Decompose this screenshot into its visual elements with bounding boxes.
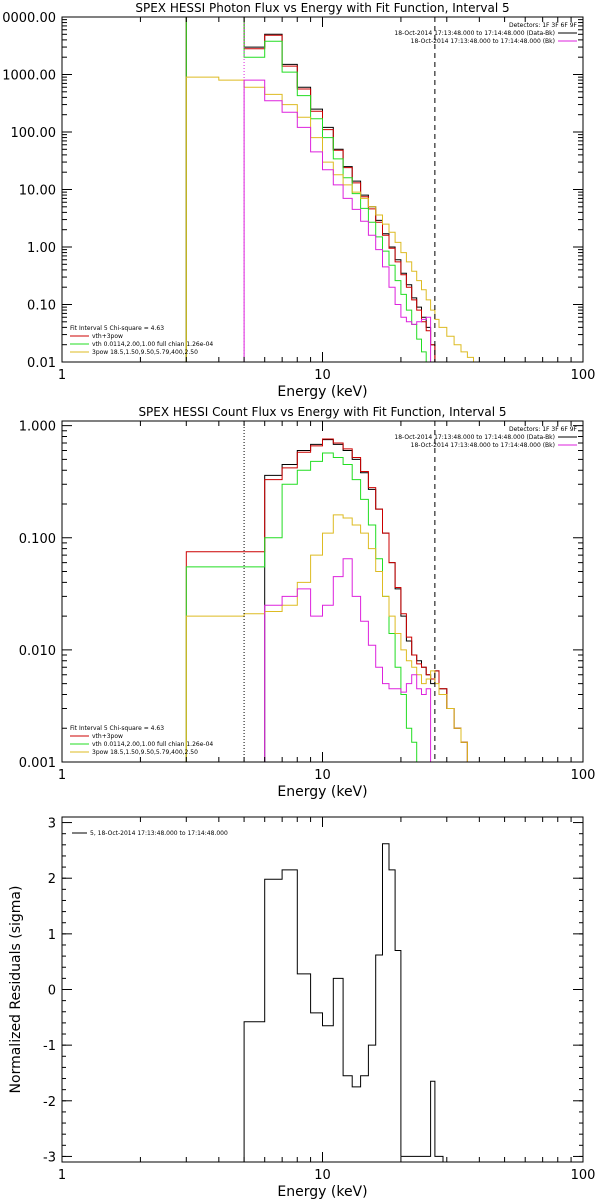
legend-bottom-left-text: vth+3pow — [92, 333, 123, 340]
legend-bottom-left-text: Fit Interval 5 Chi-square = 4.63 — [70, 325, 164, 332]
chart-title: SPEX HESSI Count Flux vs Energy with Fit… — [138, 405, 506, 419]
x-tick-label: 10 — [314, 368, 331, 383]
series-group — [185, 438, 485, 762]
x-tick-label: 100 — [571, 768, 596, 783]
y-tick-label: 1000.00 — [2, 69, 56, 84]
series-line-vth — [185, 17, 435, 362]
plot-frame — [61, 816, 584, 1163]
y-tick-label: 1 — [48, 928, 56, 943]
legend-bottom-left-text: Fit Interval 5 Chi-square = 4.63 — [70, 725, 164, 732]
x-tick-label: 10 — [314, 1168, 331, 1183]
series-line-residuals — [243, 843, 444, 1162]
y-tick-label: 0.010 — [19, 644, 56, 659]
y-tick-label: 1.000 — [19, 420, 56, 435]
y-tick-label: 3 — [48, 817, 56, 832]
x-tick-label: 10 — [314, 768, 331, 783]
y-tick-label: 0000.00 — [2, 11, 56, 26]
series-line-vth+3pow — [185, 17, 436, 362]
legend-top-right-text: 18-Oct-2014 17:13:48.000 to 17:14:48.000… — [411, 38, 555, 45]
y-tick-label: -2 — [43, 1095, 56, 1110]
y-tick-label: 0.100 — [19, 532, 56, 547]
chart-title: SPEX HESSI Photon Flux vs Energy with Fi… — [135, 1, 509, 15]
y-tick-label: -3 — [43, 1150, 56, 1165]
legend-top-right-text: 18-Oct-2014 17:13:48.000 to 17:14:48.000… — [411, 442, 555, 449]
y-tick-label: 0 — [48, 984, 56, 999]
legend-bottom-left-text: vth+3pow — [92, 733, 123, 740]
x-axis-label: Energy (keV) — [277, 1184, 367, 1200]
legend-bottom-left-text: vth 0.0114,2.00,1.00 full chian 1.26e-04 — [92, 741, 213, 748]
x-tick-label: 1 — [58, 368, 66, 383]
y-tick-label: 0.001 — [19, 756, 56, 771]
x-tick-label: 1 — [58, 1168, 66, 1183]
series-line-vth — [185, 452, 439, 762]
y-tick-label: 0.10 — [27, 299, 56, 314]
y-tick-label: -1 — [43, 1039, 56, 1054]
y-axis-label: Normalized Residuals (sigma) — [8, 886, 24, 1094]
y-tick-label: 1.00 — [27, 241, 56, 256]
legend-top-right-text: 18-Oct-2014 17:13:48.000 to 17:14:48.000… — [394, 30, 555, 37]
legend-top-right-text: 18-Oct-2014 17:13:48.000 to 17:14:48.000… — [394, 434, 555, 441]
legend-bottom-left-text: vth 0.0114,2.00,1.00 full chian 1.26e-04 — [92, 341, 213, 348]
series-group — [243, 843, 444, 1162]
x-tick-label: 100 — [571, 1168, 596, 1183]
series-line-bk-magenta — [243, 79, 435, 362]
series-group — [185, 17, 485, 362]
series-line-3pow — [185, 514, 485, 762]
legend-bottom-left-text: 3pow 18.5,1.50,9.50,5.79,400,2.50 — [92, 749, 198, 756]
series-line-3pow — [185, 76, 485, 362]
x-axis-label: Energy (keV) — [277, 384, 367, 400]
y-tick-label: 0.01 — [27, 356, 56, 371]
x-tick-label: 100 — [571, 368, 596, 383]
y-tick-label: 100.00 — [11, 126, 57, 141]
legend-top-left-text: 5, 18-Oct-2014 17:13:48.000 to 17:14:48.… — [90, 830, 228, 837]
count-flux-panel: SPEX HESSI Count Flux vs Energy with Fit… — [19, 405, 596, 800]
photon-flux-panel: SPEX HESSI Photon Flux vs Energy with Fi… — [2, 1, 595, 400]
y-tick-label: 2 — [48, 872, 56, 887]
x-axis-label: Energy (keV) — [277, 784, 367, 800]
series-line-Bk — [264, 558, 435, 762]
y-tick-label: 10.00 — [19, 184, 56, 199]
series-line-vth+3pow — [185, 438, 485, 762]
x-tick-label: 1 — [58, 768, 66, 783]
plot-frame — [61, 420, 584, 763]
series-line-Data-Bk — [186, 439, 485, 762]
legend-top-right-text: Detectors: 1F 3F 6F 9F — [509, 22, 578, 29]
legend-bottom-left-text: 3pow 18.5,1.50,9.50,5.79,400,2.50 — [92, 349, 198, 356]
legend-top-right-text: Detectors: 1F 3F 6F 9F — [509, 426, 578, 433]
residuals-panel: 1 10 100 Energy (keV) -3 -2 -1 0 1 2 3 Normalized R… — [8, 816, 596, 1200]
plot-frame — [61, 16, 584, 363]
series-line-Data-Bk — [185, 17, 436, 362]
